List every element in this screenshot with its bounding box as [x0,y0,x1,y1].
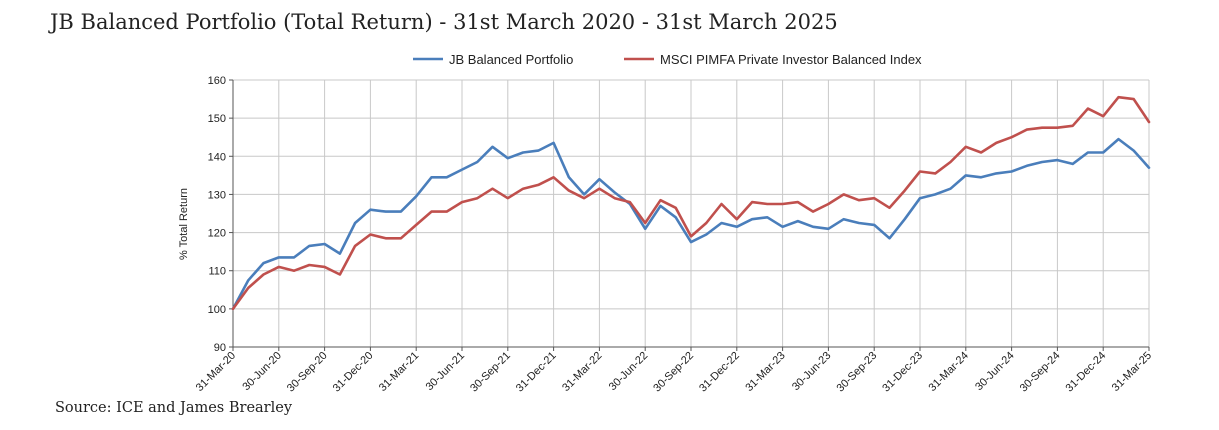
x-tick-label: 30-Sep-21 [468,350,513,395]
series-line-msci-pimfa-index [231,95,1151,311]
x-tick-label: 30-Jun-23 [790,350,834,394]
chart-series [231,95,1151,311]
x-tick-label: 30-Jun-21 [424,350,468,394]
x-tick-label: 31-Mar-21 [377,350,421,394]
y-tick-label: 110 [208,266,226,278]
x-tick-label: 30-Sep-23 [835,350,880,395]
chart-legend: JB Balanced Portfolio MSCI PIMFA Private… [413,52,922,67]
y-tick-label: 120 [208,228,226,240]
x-tick-label: 31-Dec-21 [514,350,559,395]
x-tick-label: 31-Mar-20 [194,350,238,394]
x-tick-label: 30-Jun-22 [607,350,651,394]
x-tick-label: 31-Dec-24 [1064,350,1109,395]
y-axis-ticks: 90 100 110 120 130 140 150 160 [208,75,233,354]
chart-grid [232,79,1150,348]
y-tick-label: 90 [214,342,226,354]
x-tick-label: 31-Mar-25 [1110,350,1154,394]
x-tick-label: 31-Mar-22 [560,350,604,394]
source-note: Source: ICE and James Brearley [55,400,293,416]
x-tick-label: 30-Jun-20 [240,350,284,394]
y-axis-label: % Total Return [178,188,190,260]
x-tick-label: 31-Mar-24 [927,350,971,394]
x-axis-ticks: 31-Mar-20 30-Jun-20 30-Sep-20 31-Dec-20 31-M… [194,347,1154,394]
y-tick-label: 140 [208,151,226,163]
x-tick-label: 31-Dec-22 [697,350,742,395]
y-tick-label: 100 [208,304,226,316]
y-tick-label: 150 [208,113,226,125]
y-tick-label: 130 [208,189,226,201]
series-line-jb-balanced-portfolio [231,137,1151,311]
x-tick-label: 31-Dec-20 [331,350,376,395]
y-tick-label: 160 [208,75,226,87]
x-tick-label: 30-Sep-22 [651,350,696,395]
x-tick-label: 30-Sep-20 [285,350,330,395]
x-tick-label: 30-Sep-24 [1018,350,1063,395]
legend-label-jb-balanced-portfolio: JB Balanced Portfolio [449,52,573,67]
x-tick-label: 31-Mar-23 [743,350,787,394]
x-tick-label: 31-Dec-23 [880,350,925,395]
legend-label-msci-pimfa-index: MSCI PIMFA Private Investor Balanced Ind… [660,52,922,67]
page-title: JB Balanced Portfolio (Total Return) - 3… [50,10,838,34]
x-tick-label: 30-Jun-24 [973,350,1017,394]
